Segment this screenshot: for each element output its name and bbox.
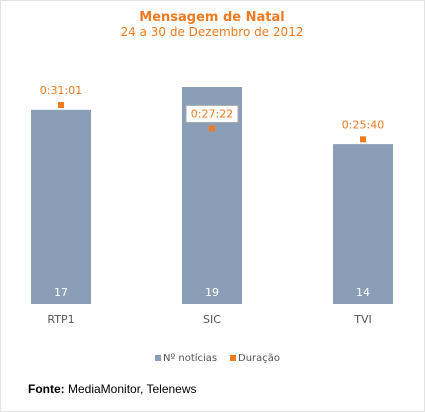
bar-value-label: 14: [356, 286, 370, 299]
duration-marker: [58, 102, 64, 108]
legend-label-duracao: Duração: [238, 353, 280, 364]
legend: Nº notícias Duração: [155, 352, 280, 364]
legend-label-noticias: Nº notícias: [163, 352, 217, 364]
duration-label: 0:31:01: [40, 84, 82, 97]
bar-tvi: [333, 144, 393, 304]
duration-marker: [209, 125, 215, 132]
x-tick-label: RTP1: [47, 313, 74, 326]
legend-swatch-noticias: [155, 355, 161, 361]
source-note: Fonte: MediaMonitor, Telenews: [28, 382, 197, 396]
bar-sic: [182, 87, 242, 304]
chart-title: Mensagem de Natal: [139, 10, 284, 25]
source-label: Fonte:: [28, 382, 65, 396]
plot-area: 17 RTP1 0:31:01 19 SIC 0:27:22 14 TVI 0:25:40: [31, 84, 393, 326]
duration-label: 0:27:22: [191, 107, 233, 120]
source-text: MediaMonitor, Telenews: [68, 382, 197, 396]
duration-marker: [360, 136, 366, 143]
bar-rtp1: [31, 109, 91, 304]
legend-swatch-duracao: [230, 355, 236, 361]
x-tick-label: SIC: [203, 313, 221, 326]
bar-value-label: 19: [205, 286, 219, 299]
duration-label-box: [185, 104, 239, 123]
chart-subtitle: 24 a 30 de Dezembro de 2012: [121, 25, 304, 39]
bar-value-label: 17: [54, 286, 68, 299]
duration-label: 0:25:40: [342, 118, 384, 131]
x-tick-label: TVI: [353, 313, 372, 326]
